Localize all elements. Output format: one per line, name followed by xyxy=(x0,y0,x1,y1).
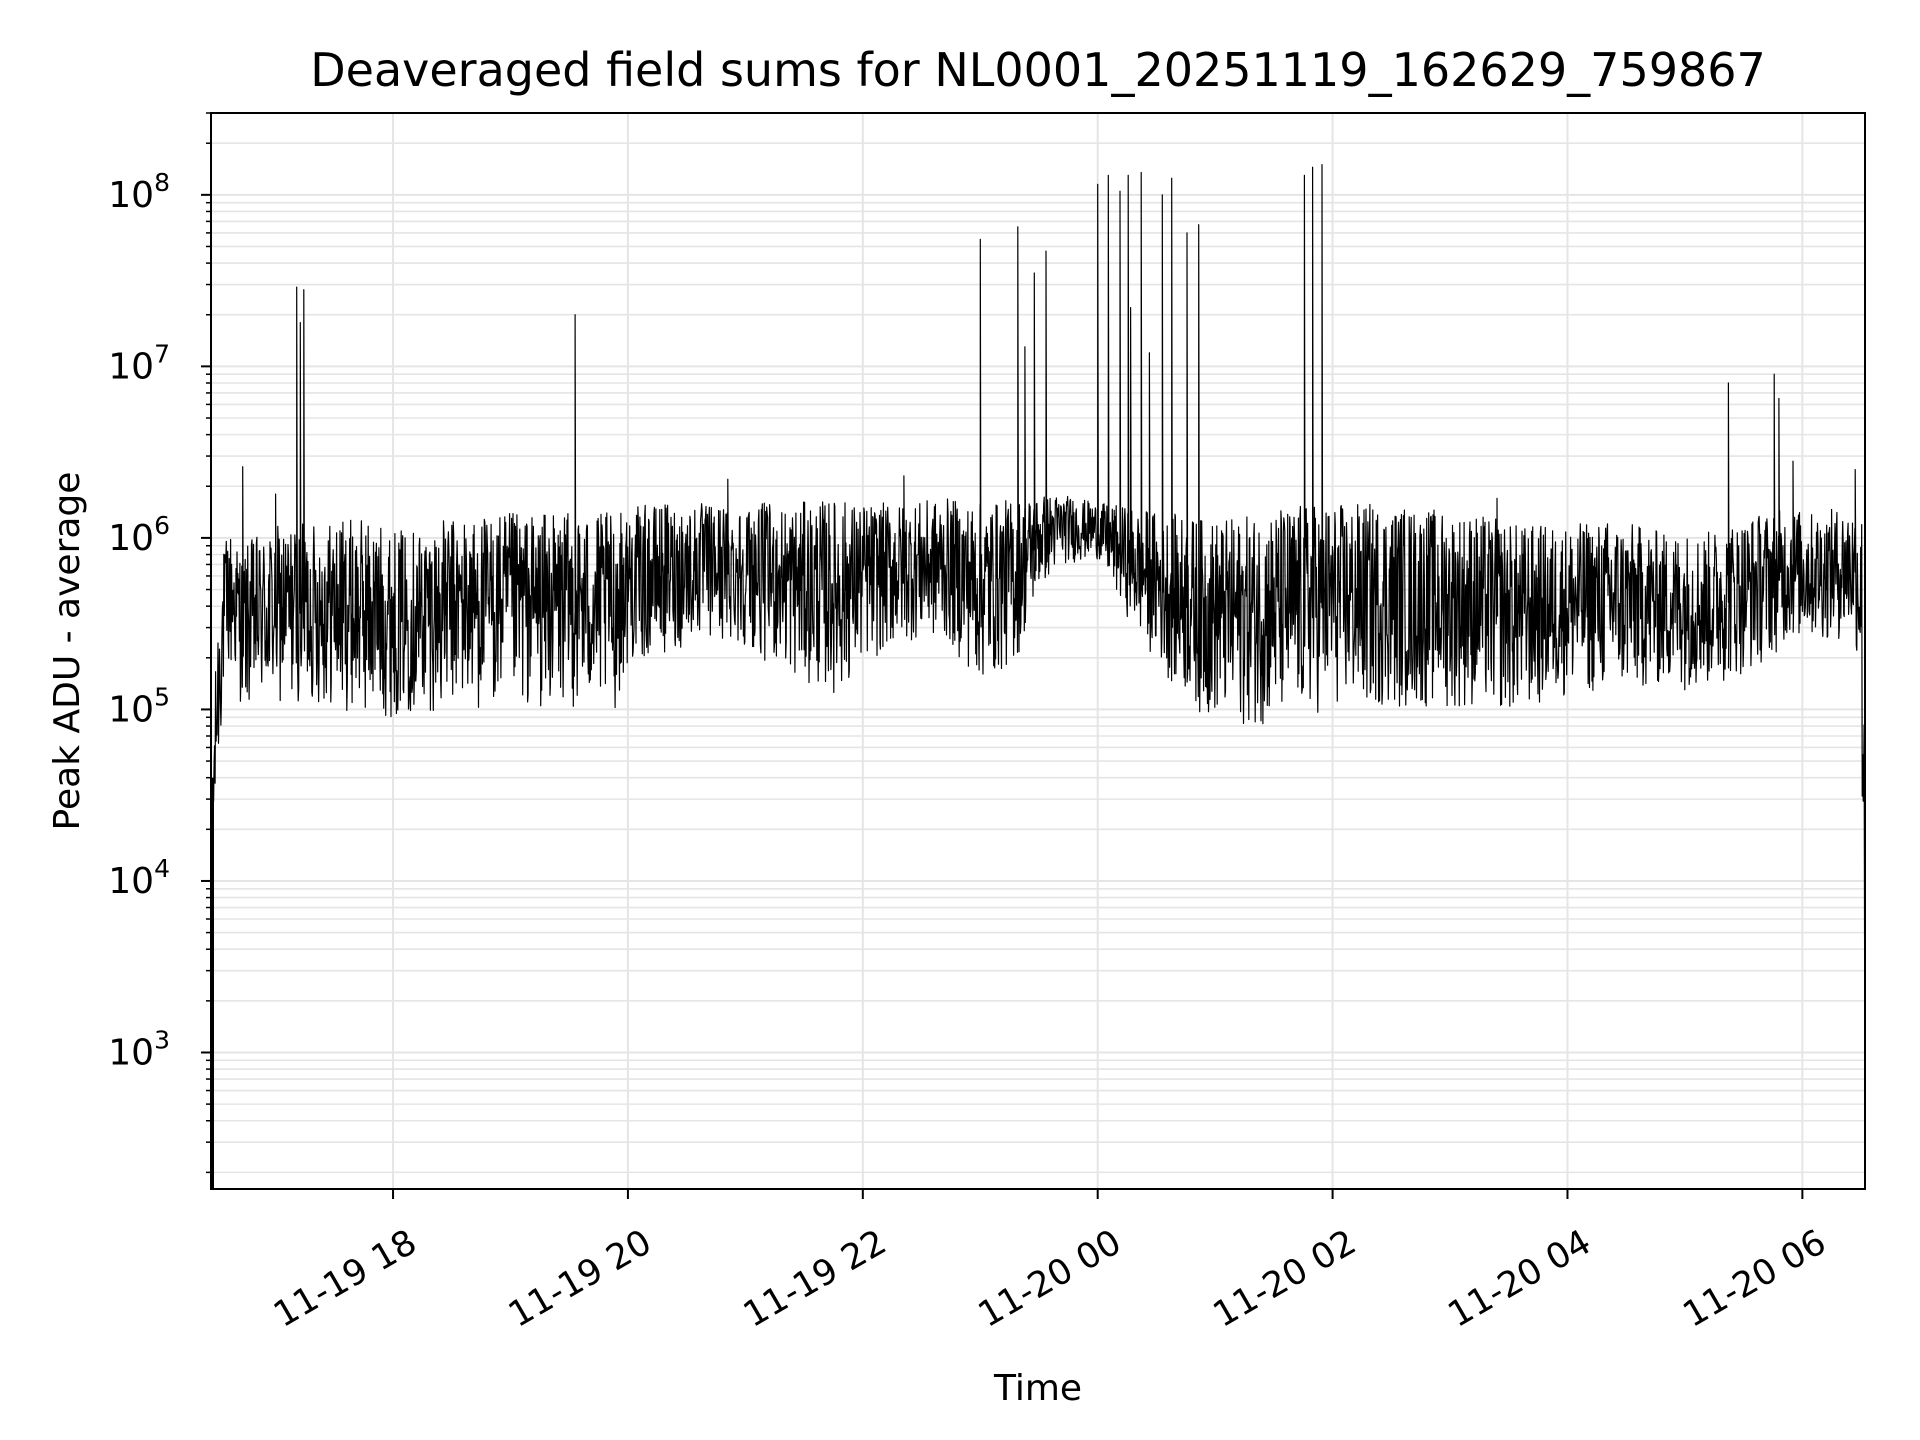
x-tick-label: 11-19 20 xyxy=(502,1222,658,1335)
y-tick-label: 103 xyxy=(108,1025,170,1073)
x-tick-label: 11-20 02 xyxy=(1207,1222,1363,1335)
x-tick-label: 11-19 22 xyxy=(737,1222,893,1335)
y-tick-label: 108 xyxy=(108,168,170,216)
y-tick-label: 106 xyxy=(108,511,170,559)
x-tick-label: 11-20 04 xyxy=(1442,1222,1598,1335)
grid xyxy=(211,112,1865,1189)
x-tick-label: 11-19 18 xyxy=(267,1222,423,1335)
chart-title: Deaveraged field sums for NL0001_2025111… xyxy=(310,43,1766,97)
series xyxy=(211,164,1865,1189)
x-axis-label: Time xyxy=(993,1368,1082,1409)
x-axis: 11-19 18 11-19 20 11-19 22 11-20 00 11-20 02… xyxy=(267,1189,1833,1336)
y-tick-label: 104 xyxy=(108,854,170,902)
series-line xyxy=(211,164,1865,951)
y-tick-label: 107 xyxy=(108,339,170,387)
y-axis: 103 104 105 106 107 108 xyxy=(108,112,211,1174)
x-tick-label: 11-20 06 xyxy=(1677,1222,1833,1335)
x-tick-label: 11-20 00 xyxy=(972,1222,1128,1335)
y-tick-label: 105 xyxy=(108,682,170,730)
y-axis-label: Peak ADU - average xyxy=(47,472,88,831)
plot-frame xyxy=(210,112,1866,1190)
